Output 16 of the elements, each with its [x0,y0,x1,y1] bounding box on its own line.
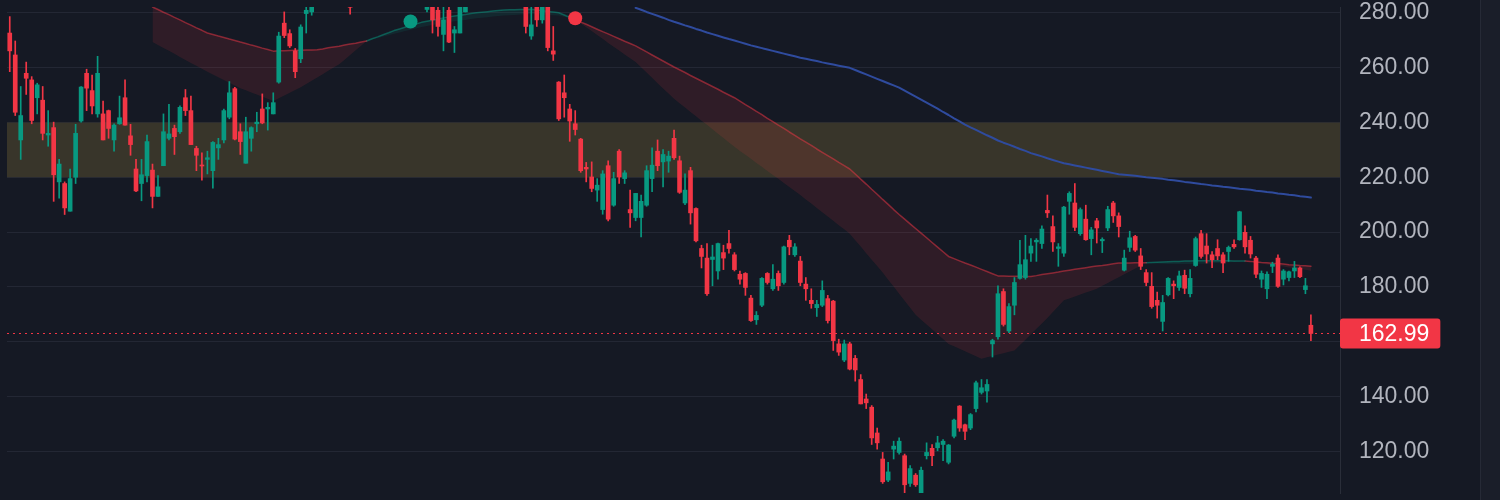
candlestick [347,7,353,15]
y-tick-label: 280.00 [1359,0,1430,25]
y-tick-label: 240.00 [1359,107,1430,134]
y-tick-label: 140.00 [1359,381,1430,408]
y-tick-label: 180.00 [1359,272,1430,299]
candlestick [45,110,51,147]
y-tick-label: 200.00 [1359,217,1430,244]
candlestick [808,288,814,309]
y-tick-label: 120.00 [1359,436,1430,463]
y-tick-label: 260.00 [1359,52,1430,79]
candlestick [803,277,809,301]
y-tick-label: 220.00 [1359,162,1430,189]
candlestick [23,61,29,95]
candlestick [254,111,260,133]
candlestick [1099,237,1105,253]
ref-line-label: 162.99 [1359,319,1430,346]
